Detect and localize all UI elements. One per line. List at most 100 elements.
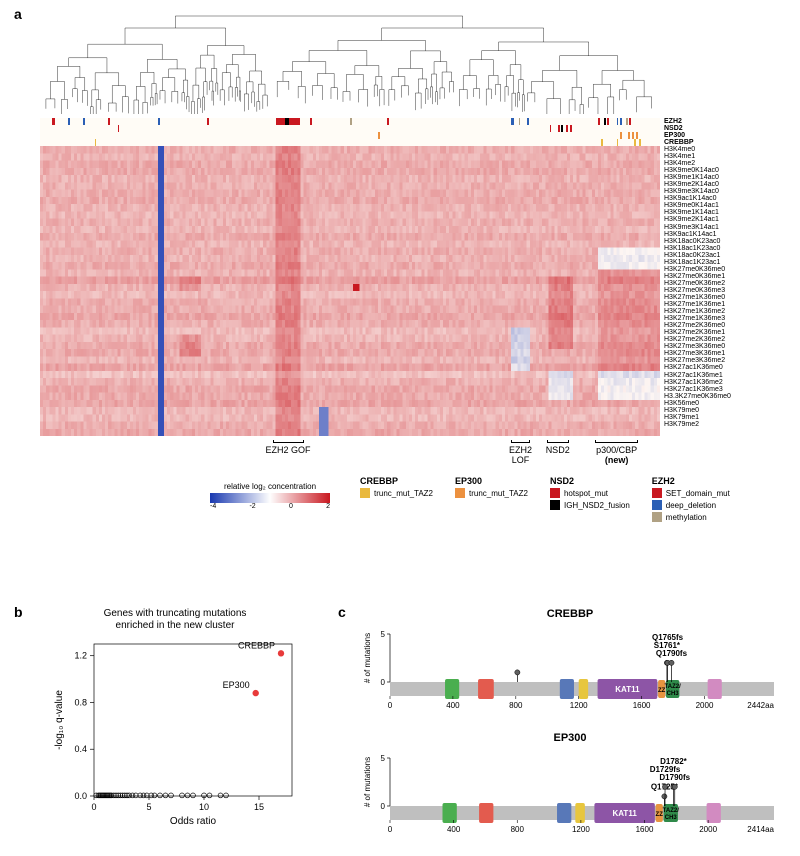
heatmap-row-label: H3K27ac1K36me3	[664, 386, 794, 393]
svg-text:Odds ratio: Odds ratio	[170, 816, 217, 827]
svg-text:2414aa: 2414aa	[747, 825, 774, 834]
legend-swatch	[652, 512, 662, 522]
cluster-labels: EZH2 GOFEZH2LOFNSD2p300/CBP(new)	[40, 440, 660, 470]
heatmap-row-label: H3K27ac1K36me0	[664, 364, 794, 371]
cluster-tick	[273, 440, 304, 443]
lollipop-plots: CREBBP05# of mutationsKAT11ZZTAZ2/CH3S17…	[360, 608, 780, 848]
scale-tick: 2	[326, 503, 330, 510]
color-scale-bar	[210, 493, 330, 503]
panel-b-label: b	[14, 604, 23, 620]
legend-text: IGH_NSD2_fusion	[564, 501, 630, 510]
legend-text: trunc_mut_TAZ2	[374, 489, 433, 498]
category-legend: CREBBPtrunc_mut_TAZ2EP300trunc_mut_TAZ2N…	[360, 476, 780, 522]
mutation-tick	[158, 118, 160, 125]
mutation-tick	[519, 118, 521, 125]
heatmap-row-label: H3K18ac0K23ac0	[664, 238, 794, 245]
heatmap-row-label: H3K9me3K14ac1	[664, 224, 794, 231]
mutation-tick	[52, 118, 54, 125]
legend-swatch	[652, 500, 662, 510]
mutation-tick	[628, 132, 630, 139]
legend-swatch	[455, 488, 465, 498]
svg-text:0: 0	[388, 701, 393, 710]
cluster-tick	[511, 440, 530, 443]
mutation-tick	[566, 125, 568, 132]
mutation-tick	[601, 139, 603, 146]
legend-column: EP300 trunc_mut_TAZ2	[455, 476, 528, 522]
top-gene-labels: EZH2NSD2EP300CREBBP	[664, 118, 794, 146]
heatmap-row-label: H3K9me1K14ac1	[664, 209, 794, 216]
heatmap-row-label: H3K9me1K14ac0	[664, 174, 794, 181]
scatter-plot: Genes with truncating mutationsenriched …	[50, 608, 300, 828]
svg-text:CH3: CH3	[665, 815, 678, 821]
heatmap-row-label: H3K18ac1K23ac1	[664, 259, 794, 266]
mutation-tick	[511, 118, 513, 125]
heatmap-row-label: H3K9me0K14ac1	[664, 202, 794, 209]
gene-label: CREBBP	[664, 139, 794, 146]
svg-text:5: 5	[381, 630, 386, 639]
heatmap-row-label: H3K27ac1K36me1	[664, 372, 794, 379]
legend-title: EZH2	[652, 476, 730, 486]
svg-text:2442aa: 2442aa	[747, 701, 774, 710]
heatmap-row-label: H3K27me0K36me3	[664, 287, 794, 294]
heatmap-row-label: H3K27me1K36me2	[664, 308, 794, 315]
heatmap-row-label: H3K4me1	[664, 153, 794, 160]
heatmap-row-label: H3K27me3K36me2	[664, 357, 794, 364]
mutation-tick	[626, 118, 628, 125]
svg-text:Q1790fs: Q1790fs	[656, 649, 688, 658]
mutation-tick	[629, 118, 631, 125]
svg-text:1200: 1200	[572, 825, 590, 834]
gene-label: NSD2	[664, 125, 794, 132]
legend-item: methylation	[652, 512, 730, 522]
heatmap-row-label: H3K27ac1K36me2	[664, 379, 794, 386]
panel-c-label: c	[338, 604, 346, 620]
heatmap-row-labels: H3K4me0H3K4me1H3K4me2H3K9me0K14ac0H3K9me…	[664, 146, 794, 436]
gene-label: EZH2	[664, 118, 794, 125]
mutation-tick	[607, 118, 609, 125]
legend-text: SET_domain_mut	[666, 489, 730, 498]
svg-text:Q1765fs: Q1765fs	[652, 633, 684, 642]
legend-text: hotspot_mut	[564, 489, 608, 498]
panel-a-label: a	[14, 6, 22, 22]
mutation-tracks	[40, 118, 660, 146]
heatmap-row-label: H3K27me1K36me3	[664, 315, 794, 322]
scale-tick: 0	[289, 503, 293, 510]
mutation-tick	[598, 118, 600, 125]
cluster-tick	[547, 440, 569, 443]
mutation-tick	[617, 118, 619, 125]
mutation-tick	[558, 125, 560, 132]
mutation-tick	[68, 118, 70, 125]
legend-column: CREBBPtrunc_mut_TAZ2	[360, 476, 433, 522]
svg-text:5: 5	[381, 754, 386, 763]
legend-swatch	[652, 488, 662, 498]
svg-text:800: 800	[509, 701, 523, 710]
heatmap-row-label: H3K9me2K14ac1	[664, 216, 794, 223]
heatmap	[40, 146, 660, 436]
mutation-tick	[378, 132, 380, 139]
svg-text:TAZ2/: TAZ2/	[665, 684, 682, 690]
legend-text: trunc_mut_TAZ2	[469, 489, 528, 498]
legend-title: EP300	[455, 476, 528, 486]
lollipop-CREBBP: CREBBP05# of mutationsKAT11ZZTAZ2/CH3S17…	[360, 608, 780, 718]
svg-text:# of mutations: # of mutations	[363, 757, 372, 807]
heatmap-row-label: H3K4me2	[664, 160, 794, 167]
legend-item: deep_deletion	[652, 500, 730, 510]
heatmap-row-label: H3K27me2K36me0	[664, 322, 794, 329]
svg-text:2000: 2000	[696, 701, 714, 710]
legend-item: SET_domain_mut	[652, 488, 730, 498]
mutation-tick	[108, 118, 110, 125]
mutation-tick	[310, 118, 312, 125]
heatmap-row-label: H3K27me3K36me1	[664, 350, 794, 357]
mutation-tick	[604, 118, 606, 125]
mutation-tick	[207, 118, 209, 125]
mutation-tick	[527, 118, 529, 125]
mutation-tick	[570, 125, 572, 132]
legend-swatch	[550, 500, 560, 510]
svg-text:1200: 1200	[570, 701, 588, 710]
svg-text:0: 0	[91, 802, 96, 812]
mutation-tick	[620, 118, 622, 125]
legend-swatch	[360, 488, 370, 498]
heatmap-row-label: H3K56me0	[664, 400, 794, 407]
legend-column: EZH2 SET_domain_mut deep_deletion methylati…	[652, 476, 730, 522]
lollipop-title: EP300	[553, 732, 586, 744]
heatmap-row-label: H3K18ac1K23ac0	[664, 245, 794, 252]
